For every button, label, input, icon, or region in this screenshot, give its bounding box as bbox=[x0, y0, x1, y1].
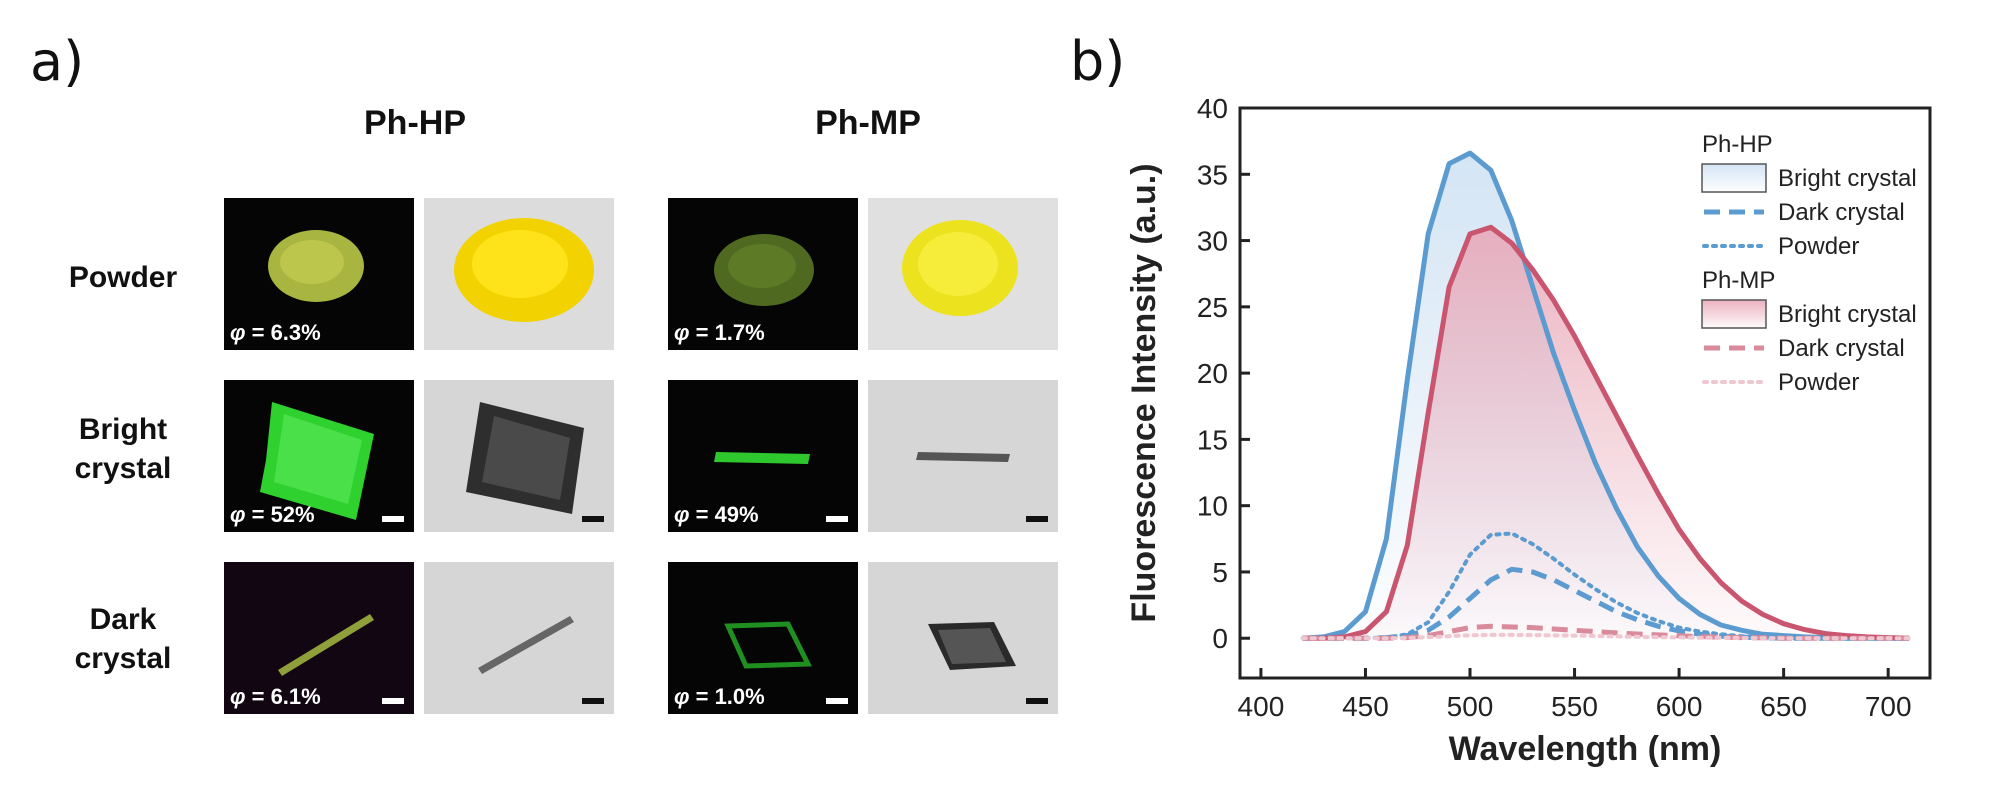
scale-bar bbox=[382, 698, 404, 704]
photo-ph-hp-dark-crystal-brightfield bbox=[424, 562, 614, 714]
legend-swatch bbox=[1701, 163, 1767, 193]
x-tick-label: 500 bbox=[1447, 691, 1494, 722]
photo-ph-mp-dark-crystal-brightfield bbox=[868, 562, 1058, 714]
y-tick-label: 20 bbox=[1197, 358, 1228, 389]
photo-ph-mp-powder-brightfield bbox=[868, 198, 1058, 350]
x-axis-label: Wavelength (nm) bbox=[1449, 730, 1722, 768]
series-area-3 bbox=[1302, 227, 1910, 639]
panel-a-label: a) bbox=[30, 30, 85, 93]
x-tick-label: 450 bbox=[1342, 691, 1389, 722]
photo-ph-hp-bright-crystal-brightfield bbox=[424, 380, 614, 532]
photo-ph-hp-bright-crystal-fluorescence: φ = 52% bbox=[224, 380, 414, 532]
scale-bar bbox=[826, 698, 848, 704]
y-tick-label: 40 bbox=[1197, 93, 1228, 124]
y-tick-label: 0 bbox=[1212, 623, 1228, 654]
scale-bar bbox=[1026, 698, 1048, 704]
row-label-line: crystal bbox=[74, 642, 172, 675]
photo-ph-mp-bright-crystal-fluorescence: φ = 49% bbox=[668, 380, 858, 532]
scale-bar bbox=[1026, 516, 1048, 522]
fluorescence-chart: 400 450 500 550 600 650 700 0 5 10 15 20 25 30 35 40 W… bbox=[1125, 93, 1932, 768]
row-label-dark-crystal: Dark crystal bbox=[38, 600, 208, 678]
legend-entry-label: Powder bbox=[1778, 233, 1859, 260]
quantum-yield-label: φ = 1.7% bbox=[674, 320, 765, 345]
legend-entry-label: Powder bbox=[1778, 369, 1859, 396]
x-tick-label: 550 bbox=[1551, 691, 1598, 722]
series-line-3 bbox=[1302, 224, 1910, 641]
row-label-line: Dark bbox=[89, 603, 157, 636]
y-axis-label: Fluorescence Intensity (a.u.) bbox=[1125, 163, 1163, 622]
row-label-line: Bright bbox=[78, 413, 168, 446]
y-tick-label: 35 bbox=[1197, 159, 1228, 190]
scale-bar bbox=[582, 516, 604, 522]
row-label-powder: Powder bbox=[38, 258, 208, 297]
legend-entry-label: Dark crystal bbox=[1778, 335, 1905, 362]
photo-ph-mp-bright-crystal-brightfield bbox=[868, 380, 1058, 532]
x-tick-label: 600 bbox=[1656, 691, 1703, 722]
scale-bar bbox=[382, 516, 404, 522]
x-tick-label: 650 bbox=[1760, 691, 1807, 722]
quantum-yield-label: φ = 52% bbox=[230, 502, 315, 527]
series-line-5 bbox=[1300, 632, 1912, 641]
y-tick-label: 10 bbox=[1197, 491, 1228, 522]
photo-ph-hp-powder-brightfield bbox=[424, 198, 614, 350]
legend-group-title: Ph-MP bbox=[1702, 267, 1775, 294]
photo-ph-mp-dark-crystal-fluorescence: φ = 1.0% bbox=[668, 562, 858, 714]
y-tick-label: 15 bbox=[1197, 424, 1228, 455]
plot-frame bbox=[1238, 106, 1932, 680]
legend-swatch bbox=[1701, 299, 1767, 329]
row-label-line: crystal bbox=[74, 452, 172, 485]
row-label-line: Powder bbox=[68, 261, 178, 294]
column-header-ph-hp: Ph-HP bbox=[364, 104, 466, 142]
legend-group-title: Ph-HP bbox=[1702, 131, 1773, 158]
legend-entry-label: Bright crystal bbox=[1778, 301, 1917, 328]
legend-entry-label: Dark crystal bbox=[1778, 199, 1905, 226]
y-tick-label: 5 bbox=[1212, 557, 1228, 588]
quantum-yield-label: φ = 1.0% bbox=[674, 684, 765, 709]
legend-entry-label: Bright crystal bbox=[1778, 165, 1917, 192]
series-line-2 bbox=[1300, 531, 1912, 641]
row-label-bright-crystal: Bright crystal bbox=[38, 410, 208, 488]
quantum-yield-label: φ = 6.3% bbox=[230, 320, 321, 345]
photo-ph-hp-powder-fluorescence: φ = 6.3% bbox=[224, 198, 414, 350]
scale-bar bbox=[582, 698, 604, 704]
panel-b-label: b) bbox=[1070, 30, 1126, 93]
column-header-ph-mp: Ph-MP bbox=[815, 104, 921, 142]
scale-bar bbox=[826, 516, 848, 522]
x-tick-label: 400 bbox=[1238, 691, 1285, 722]
y-tick-label: 30 bbox=[1197, 226, 1228, 257]
quantum-yield-label: φ = 49% bbox=[674, 502, 759, 527]
x-tick-label: 700 bbox=[1865, 691, 1912, 722]
photo-ph-hp-dark-crystal-fluorescence: φ = 6.1% bbox=[224, 562, 414, 714]
quantum-yield-label: φ = 6.1% bbox=[230, 684, 321, 709]
y-tick-label: 25 bbox=[1197, 292, 1228, 323]
photo-ph-mp-powder-fluorescence: φ = 1.7% bbox=[668, 198, 858, 350]
